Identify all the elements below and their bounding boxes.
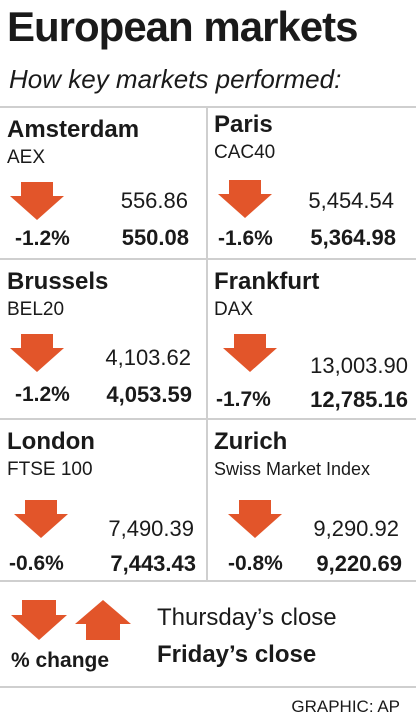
thursday-close: 9,290.92 (313, 516, 399, 541)
column-divider (206, 106, 208, 580)
market-index: DAX (214, 299, 254, 320)
legend-thursday-label: Thursday’s close (157, 604, 337, 631)
page-subtitle: How key markets performed: (9, 64, 342, 94)
legend-friday-label: Friday’s close (157, 641, 317, 668)
friday-close: 4,053.59 (106, 382, 192, 407)
arrow-down-icon (223, 334, 277, 372)
arrow-down-icon (218, 180, 272, 218)
arrow-down-icon (10, 182, 64, 220)
market-city: Zurich (214, 428, 288, 455)
page-title: European markets (7, 3, 358, 50)
market-city: Brussels (7, 268, 109, 295)
percent-change: -1.6% (218, 227, 273, 250)
friday-close: 550.08 (121, 225, 189, 250)
thursday-close: 7,490.39 (108, 516, 194, 541)
divider-row-2 (0, 418, 416, 420)
legend-arrow-down-icon (11, 600, 67, 640)
friday-close: 5,364.98 (310, 225, 396, 250)
thursday-close: 13,003.90 (310, 353, 408, 378)
legend-change-label: % change (11, 649, 110, 672)
arrow-down-icon (10, 334, 64, 372)
market-index: BEL20 (7, 299, 65, 320)
divider-row-1 (0, 258, 416, 260)
arrow-down-icon (14, 500, 68, 538)
thursday-close: 5,454.54 (308, 188, 394, 213)
percent-change: -0.8% (228, 552, 283, 575)
market-index: CAC40 (214, 142, 276, 163)
friday-close: 7,443.43 (110, 551, 196, 576)
divider-bottom (0, 580, 416, 582)
market-city: Amsterdam (7, 116, 140, 143)
market-city: Paris (214, 111, 273, 138)
market-index: Swiss Market Index (214, 459, 371, 479)
legend-arrow-up-icon (75, 600, 131, 640)
market-city: London (7, 428, 95, 455)
thursday-close: 4,103.62 (105, 345, 191, 370)
market-index: FTSE 100 (7, 459, 93, 480)
market-index: AEX (7, 147, 46, 168)
market-city: Frankfurt (214, 268, 320, 295)
graphic-credit: GRAPHIC: AP (291, 697, 400, 716)
divider-top (0, 106, 416, 108)
percent-change: -1.2% (15, 227, 70, 250)
friday-close: 9,220.69 (316, 551, 402, 576)
arrow-down-icon (228, 500, 282, 538)
percent-change: -0.6% (9, 552, 64, 575)
percent-change: -1.7% (216, 388, 271, 411)
friday-close: 12,785.16 (310, 387, 408, 412)
divider-legend (0, 686, 416, 688)
percent-change: -1.2% (15, 383, 70, 406)
thursday-close: 556.86 (120, 188, 188, 213)
